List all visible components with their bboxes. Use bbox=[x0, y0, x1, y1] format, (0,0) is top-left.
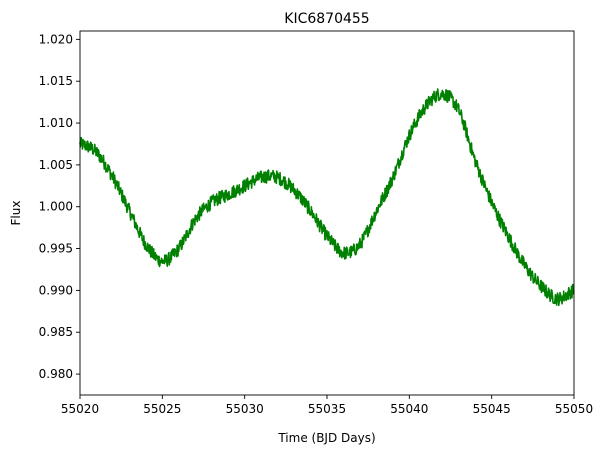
x-tick-label: 55045 bbox=[473, 402, 511, 416]
y-tick-label: 0.995 bbox=[39, 242, 73, 256]
y-axis: 0.980 0.985 0.990 0.995 1.000 1.005 1.010 1.015… bbox=[39, 32, 80, 381]
x-tick-label: 55025 bbox=[143, 402, 181, 416]
plot-area bbox=[79, 88, 575, 307]
y-tick-label: 1.010 bbox=[39, 116, 73, 130]
y-axis-label: Flux bbox=[9, 201, 23, 226]
y-tick-label: 0.985 bbox=[39, 325, 73, 339]
y-tick-label: 1.005 bbox=[39, 158, 73, 172]
x-tick-label: 55035 bbox=[308, 402, 346, 416]
x-tick-label: 55040 bbox=[390, 402, 428, 416]
x-axis: 55020 55025 55030 55035 55040 55045 55050 bbox=[61, 395, 593, 416]
y-tick-label: 1.000 bbox=[39, 200, 73, 214]
axes-frame bbox=[79, 30, 575, 396]
flux-series-line bbox=[79, 88, 575, 307]
y-tick-label: 1.015 bbox=[39, 74, 73, 88]
x-axis-label: Time (BJD Days) bbox=[277, 431, 375, 445]
x-tick-label: 55030 bbox=[226, 402, 264, 416]
chart-title: KIC6870455 bbox=[284, 11, 369, 27]
y-tick-label: 0.980 bbox=[39, 367, 73, 381]
y-tick-label: 1.020 bbox=[39, 32, 73, 46]
x-tick-label: 55050 bbox=[555, 402, 593, 416]
x-tick-label: 55020 bbox=[61, 402, 99, 416]
y-tick-label: 0.990 bbox=[39, 283, 73, 297]
